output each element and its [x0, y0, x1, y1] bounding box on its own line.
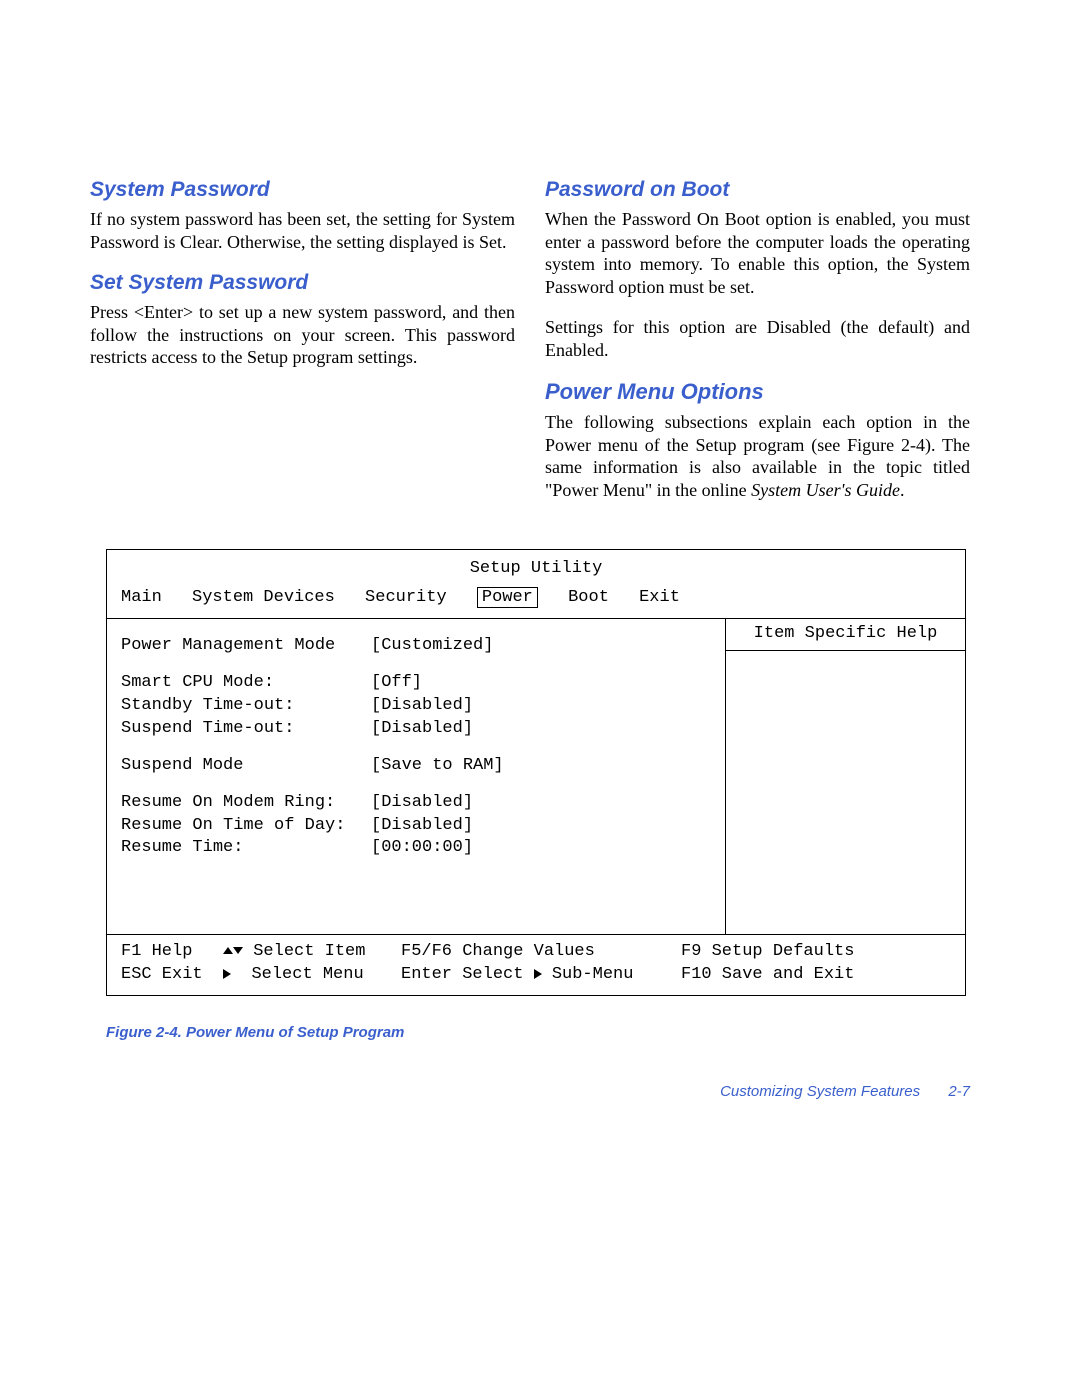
- footer-setup-defaults: F9 Setup Defaults: [681, 941, 951, 964]
- para-italic: System User's Guide: [751, 480, 900, 500]
- menu-boot: Boot: [568, 588, 609, 607]
- para-power-menu-options: The following subsections explain each o…: [545, 411, 970, 501]
- opt-value: [Customized]: [371, 635, 493, 658]
- arrow-down-icon: [233, 947, 243, 954]
- footer-f1-help: F1 Help: [121, 942, 192, 961]
- left-column: System Password If no system password ha…: [90, 178, 515, 519]
- heading-power-menu-options: Power Menu Options: [545, 379, 970, 405]
- opt-label: Suspend Time-out:: [121, 718, 371, 741]
- table-row: Smart CPU Mode: [Off]: [121, 672, 711, 695]
- opt-value: [Disabled]: [371, 815, 473, 838]
- heading-system-password: System Password: [90, 178, 515, 202]
- setup-title: Setup Utility: [107, 550, 965, 585]
- menu-main: Main: [121, 588, 162, 607]
- footer-change-values: F5/F6 Change Values: [401, 941, 671, 964]
- menu-exit: Exit: [639, 588, 680, 607]
- opt-value: [Disabled]: [371, 695, 473, 718]
- menu-security: Security: [365, 588, 447, 607]
- setup-menu-bar: Main System Devices Security Power Boot …: [107, 585, 965, 619]
- opt-label: Standby Time-out:: [121, 695, 371, 718]
- opt-label: Resume On Time of Day:: [121, 815, 371, 838]
- opt-value: [00:00:00]: [371, 837, 473, 860]
- setup-help-panel: Item Specific Help: [725, 619, 965, 935]
- opt-label: Resume Time:: [121, 837, 371, 860]
- setup-footer: F1 Help Select Item F5/F6 Change Values …: [107, 935, 965, 995]
- menu-power-selected: Power: [477, 587, 538, 608]
- opt-label: Smart CPU Mode:: [121, 672, 371, 695]
- setup-options-panel: Power Management Mode [Customized] Smart…: [107, 619, 725, 935]
- para-system-password: If no system password has been set, the …: [90, 208, 515, 253]
- footer-save-exit: F10 Save and Exit: [681, 964, 951, 987]
- table-row: Resume Time: [00:00:00]: [121, 837, 711, 860]
- table-row: Resume On Modem Ring: [Disabled]: [121, 792, 711, 815]
- opt-label: Resume On Modem Ring:: [121, 792, 371, 815]
- opt-label: Suspend Mode: [121, 755, 371, 778]
- figure-caption: Figure 2-4. Power Menu of Setup Program: [106, 1024, 966, 1041]
- table-row: Suspend Mode [Save to RAM]: [121, 755, 711, 778]
- opt-value: [Disabled]: [371, 718, 473, 741]
- opt-value: [Save to RAM]: [371, 755, 504, 778]
- table-row: Standby Time-out: [Disabled]: [121, 695, 711, 718]
- footer-enter-select: Enter Select: [401, 965, 523, 984]
- heading-set-system-password: Set System Password: [90, 271, 515, 295]
- para-password-on-boot-1: When the Password On Boot option is enab…: [545, 208, 970, 298]
- footer-select-item: Select Item: [253, 942, 365, 961]
- menu-system-devices: System Devices: [192, 588, 335, 607]
- arrow-right-icon: [223, 969, 231, 979]
- arrow-right-icon: [534, 969, 542, 979]
- page-footer: Customizing System Features 2-7: [720, 1083, 970, 1100]
- right-column: Password on Boot When the Password On Bo…: [545, 178, 970, 519]
- footer-section: Customizing System Features: [720, 1083, 920, 1100]
- para-text-end: .: [900, 480, 905, 500]
- opt-label: Power Management Mode: [121, 635, 371, 658]
- table-row: Resume On Time of Day: [Disabled]: [121, 815, 711, 838]
- para-password-on-boot-2: Settings for this option are Disabled (t…: [545, 316, 970, 361]
- heading-password-on-boot: Password on Boot: [545, 178, 970, 202]
- setup-utility-figure: Setup Utility Main System Devices Securi…: [106, 549, 966, 1041]
- arrow-up-icon: [223, 947, 233, 954]
- opt-value: [Off]: [371, 672, 422, 695]
- footer-select-menu: Select Menu: [251, 965, 363, 984]
- footer-page-number: 2-7: [948, 1083, 970, 1100]
- para-set-system-password: Press <Enter> to set up a new system pas…: [90, 301, 515, 369]
- table-row: Suspend Time-out: [Disabled]: [121, 718, 711, 741]
- opt-value: [Disabled]: [371, 792, 473, 815]
- table-row: Power Management Mode [Customized]: [121, 635, 711, 658]
- footer-esc-exit: ESC Exit: [121, 965, 203, 984]
- footer-sub-menu: Sub-Menu: [552, 965, 634, 984]
- help-title: Item Specific Help: [726, 619, 965, 651]
